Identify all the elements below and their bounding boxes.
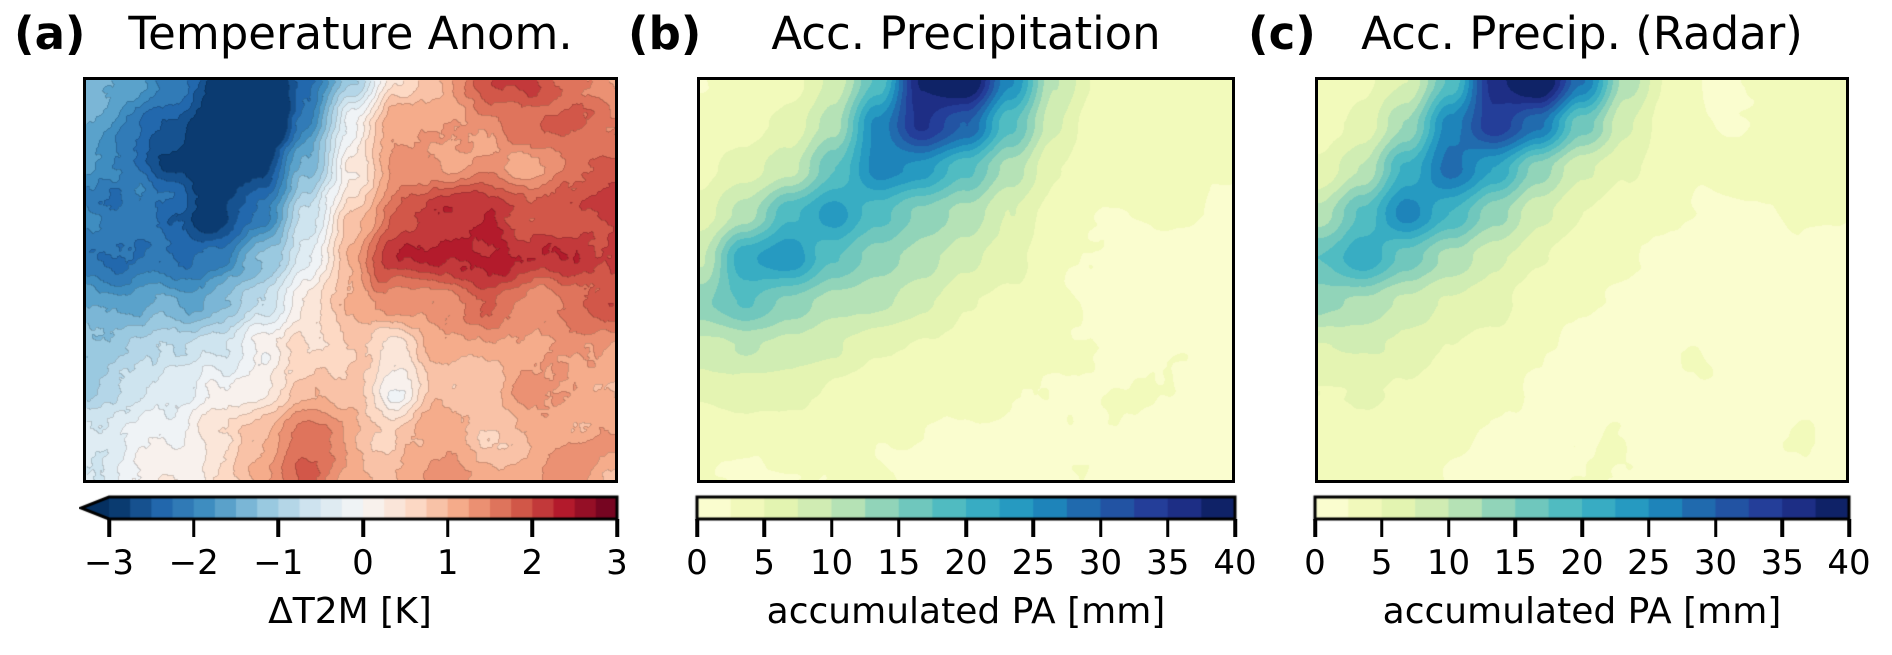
panel-a-colorbar-tick-label: 0 — [352, 543, 374, 583]
panel-a-title: Temperature Anom. — [128, 7, 573, 60]
panel-c-colorbar — [1311, 492, 1853, 524]
panel-b-index-label: (b) — [628, 7, 702, 60]
panel-a-colorbar-tick-label: −1 — [253, 543, 304, 583]
panel-c-colorbar-tick-label: 35 — [1760, 543, 1804, 583]
panel-b-colorbar — [693, 492, 1239, 524]
panel-b-colorbar-tick-label: 25 — [1011, 543, 1055, 583]
panel-a-colorbar-tick-label: 2 — [521, 543, 544, 583]
panel-a-contour-map — [86, 80, 615, 480]
panel-c-colorbar-tick-label: 5 — [1370, 543, 1393, 583]
panel-b-contour-map — [700, 80, 1232, 480]
panel-a-colorbar-label: ΔT2M [K] — [268, 591, 432, 632]
panel-b-map-frame — [697, 77, 1235, 483]
panel-c-colorbar-tick-label: 10 — [1426, 543, 1471, 583]
panel-b-colorbar-tick-label: 40 — [1213, 543, 1257, 583]
panel-a-colorbar-tick-label: −2 — [168, 543, 219, 583]
panel-a-colorbar-tick-label: 3 — [606, 543, 628, 583]
panel-b-colorbar-tick-label: 5 — [753, 543, 776, 583]
panel-c-colorbar-tick-label: 40 — [1827, 543, 1871, 583]
panel-b-colorbar-tick-label: 30 — [1078, 543, 1123, 583]
panel-c-colorbar-tick-label: 15 — [1493, 543, 1537, 583]
panel-b-colorbar-tick-label: 20 — [944, 543, 988, 583]
panel-a-index-label: (a) — [14, 7, 86, 60]
panel-c-colorbar-label: accumulated PA [mm] — [1382, 591, 1782, 632]
panel-a-colorbar-tick-label: 1 — [436, 543, 459, 583]
panel-c-title: Acc. Precip. (Radar) — [1361, 7, 1803, 60]
panel-c-contour-map — [1318, 80, 1846, 480]
panel-a-colorbar — [79, 492, 623, 524]
panel-b-colorbar-tick-label: 15 — [877, 543, 921, 583]
panel-b-colorbar-label: accumulated PA [mm] — [766, 591, 1166, 632]
panel-c-index-label: (c) — [1248, 7, 1316, 60]
panel-c-colorbar-tick-label: 20 — [1560, 543, 1604, 583]
panel-c-colorbar-tick-label: 30 — [1693, 543, 1738, 583]
panel-b-title: Acc. Precipitation — [771, 7, 1161, 60]
panel-c-colorbar-tick-label: 0 — [1304, 543, 1326, 583]
panel-a-map-frame — [83, 77, 618, 483]
panel-b-colorbar-tick-label: 35 — [1146, 543, 1190, 583]
panel-c-map-frame — [1315, 77, 1849, 483]
panel-b-colorbar-tick-label: 0 — [686, 543, 708, 583]
panel-a-colorbar-tick-label: −3 — [83, 543, 135, 583]
panel-c-colorbar-tick-label: 25 — [1627, 543, 1671, 583]
panel-b-colorbar-tick-label: 10 — [809, 543, 854, 583]
